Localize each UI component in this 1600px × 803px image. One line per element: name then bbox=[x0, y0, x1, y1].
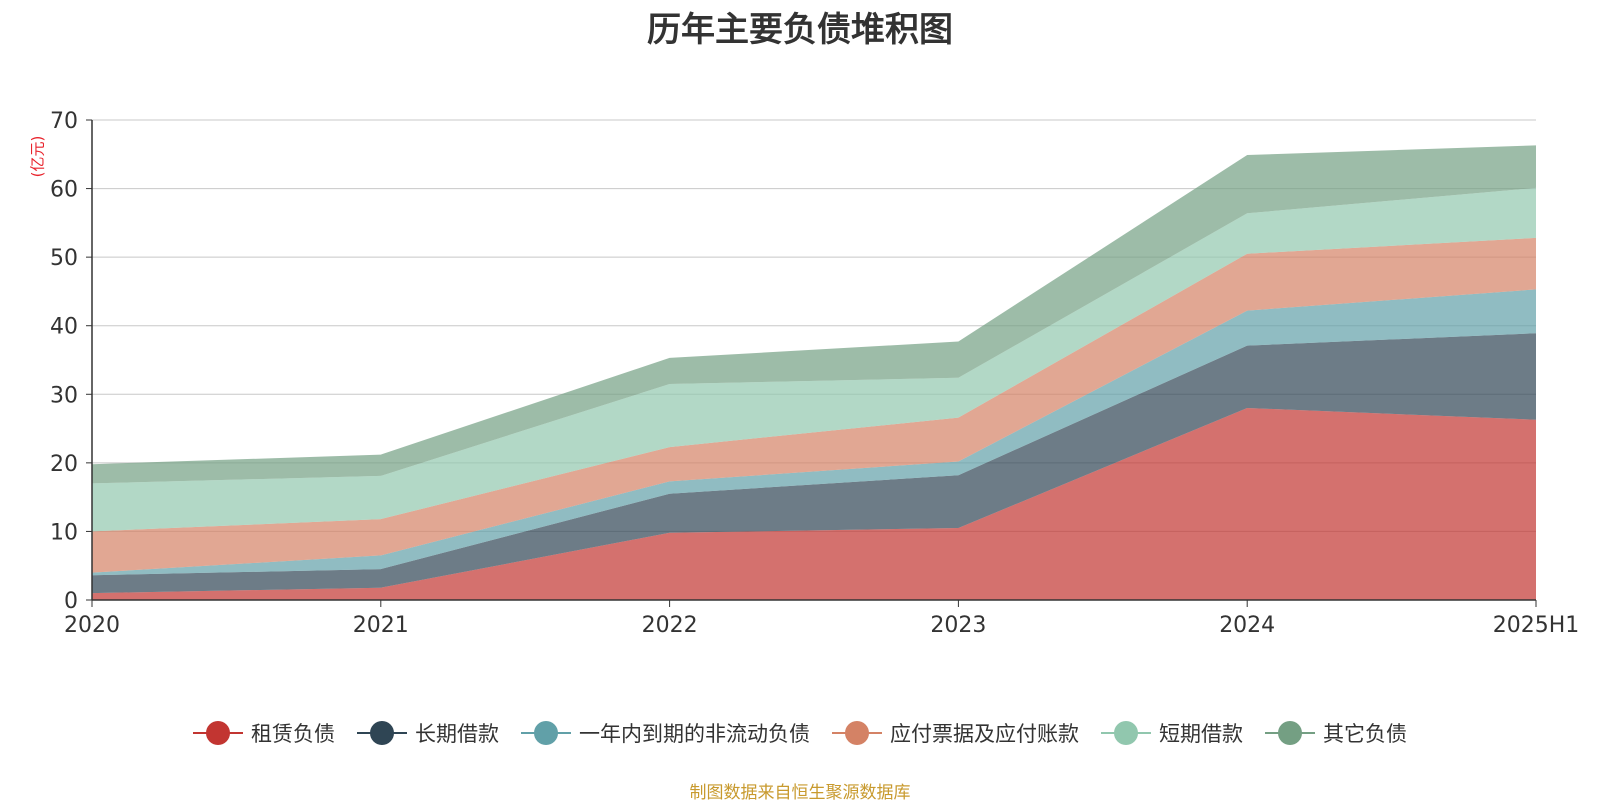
legend-swatch-dot bbox=[1278, 721, 1302, 745]
legend-item[interactable]: 租赁负债 bbox=[193, 718, 335, 748]
y-tick-label: 50 bbox=[50, 246, 78, 271]
legend-label: 应付票据及应付账款 bbox=[890, 722, 1079, 746]
y-tick-label: 30 bbox=[50, 383, 78, 408]
legend-label: 一年内到期的非流动负债 bbox=[579, 722, 810, 746]
area-series bbox=[92, 333, 1536, 594]
area-series bbox=[92, 145, 1536, 484]
legend-item[interactable]: 一年内到期的非流动负债 bbox=[521, 718, 810, 748]
chart-title: 历年主要负债堆积图 bbox=[647, 10, 953, 50]
area-series bbox=[92, 408, 1536, 600]
x-tick-label: 2020 bbox=[64, 613, 120, 638]
y-tick-label: 20 bbox=[50, 452, 78, 477]
legend-item[interactable]: 应付票据及应付账款 bbox=[832, 718, 1079, 748]
legend-item[interactable]: 长期借款 bbox=[357, 718, 499, 748]
y-tick-label: 70 bbox=[50, 109, 78, 134]
legend-swatch bbox=[357, 721, 407, 745]
legend-swatch-dot bbox=[534, 721, 558, 745]
legend-swatch-dot bbox=[370, 721, 394, 745]
legend-swatch bbox=[521, 721, 571, 745]
area-series bbox=[92, 237, 1536, 573]
legend-swatch bbox=[193, 721, 243, 745]
legend-label: 短期借款 bbox=[1159, 722, 1243, 746]
x-tick-label: 2022 bbox=[642, 613, 698, 638]
legend-swatch-dot bbox=[1114, 721, 1138, 745]
area-series bbox=[92, 289, 1536, 576]
legend-swatch bbox=[1265, 721, 1315, 745]
series-areas bbox=[92, 145, 1536, 600]
legend-label: 其它负债 bbox=[1323, 722, 1407, 746]
legend-item[interactable]: 短期借款 bbox=[1101, 718, 1243, 748]
x-tick-label: 2023 bbox=[930, 613, 986, 638]
legend-swatch-dot bbox=[206, 721, 230, 745]
y-tick-label: 10 bbox=[50, 520, 78, 545]
legend-swatch bbox=[832, 721, 882, 745]
x-tick-label: 2024 bbox=[1219, 613, 1275, 638]
x-tick-label: 2025H1 bbox=[1493, 613, 1580, 638]
legend-item[interactable]: 其它负债 bbox=[1265, 718, 1407, 748]
legend: 租赁负债 长期借款 一年内到期的非流动负债 应付票据及应付账款 短期借款 其它负债 bbox=[0, 718, 1600, 748]
y-tick-label: 40 bbox=[50, 315, 78, 340]
legend-label: 租赁负债 bbox=[251, 722, 335, 746]
axes: 0 10 20 30 40 50 60 70 2020 2021 2022 2023 2024 2025H… bbox=[50, 109, 1579, 638]
x-tick-label: 2021 bbox=[353, 613, 409, 638]
legend-swatch bbox=[1101, 721, 1151, 745]
y-tick-label: 0 bbox=[64, 589, 78, 614]
stacked-area-chart: 0 10 20 30 40 50 60 70 2020 2021 2022 2023 2024 2025H… bbox=[50, 109, 1579, 638]
source-note: 制图数据来自恒生聚源数据库 bbox=[689, 783, 911, 803]
y-tick-label: 60 bbox=[50, 178, 78, 203]
area-series bbox=[92, 187, 1536, 532]
legend-label: 长期借款 bbox=[415, 722, 499, 746]
legend-swatch-dot bbox=[845, 721, 869, 745]
